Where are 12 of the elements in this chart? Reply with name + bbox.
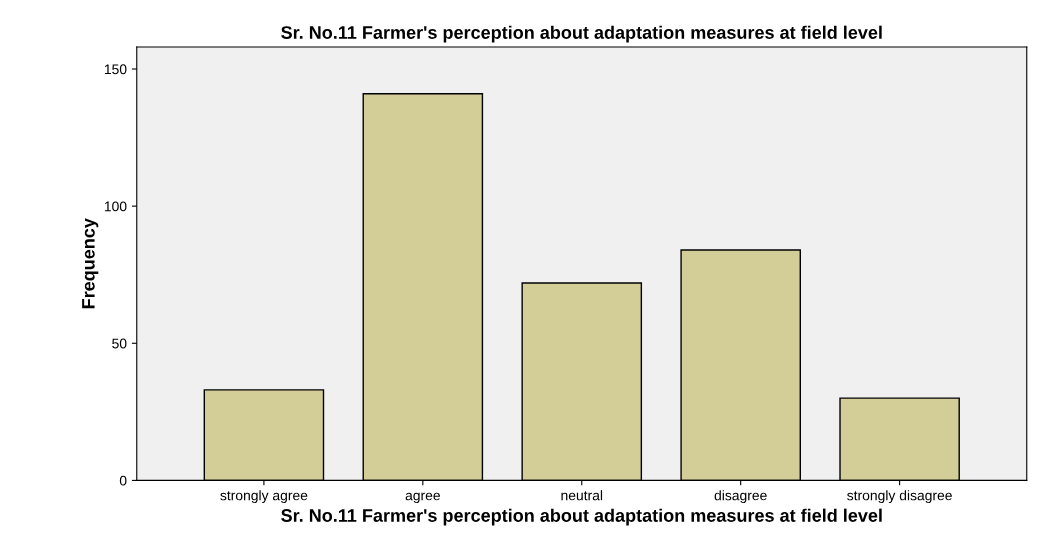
chart-title: Sr. No.11 Farmer's perception about adaptation measures at field level [281,25,882,43]
y-tick-label: 0 [119,475,127,486]
y-axis-title: Frequency [82,218,99,309]
x-tick-label: disagree [714,490,767,504]
x-tick-label: strongly agree [220,490,308,504]
x-tick-label: agree [405,492,440,504]
y-tick-label: 150 [104,64,127,75]
y-tick-label: 50 [112,338,127,349]
y-tick-label: 100 [104,201,127,212]
x-tick-label: neutral [561,490,603,501]
x-tick-label: strongly disagree [847,490,952,504]
x-axis-title: Sr. No.11 Farmer's perception about adaptation measures at field level [281,508,882,526]
